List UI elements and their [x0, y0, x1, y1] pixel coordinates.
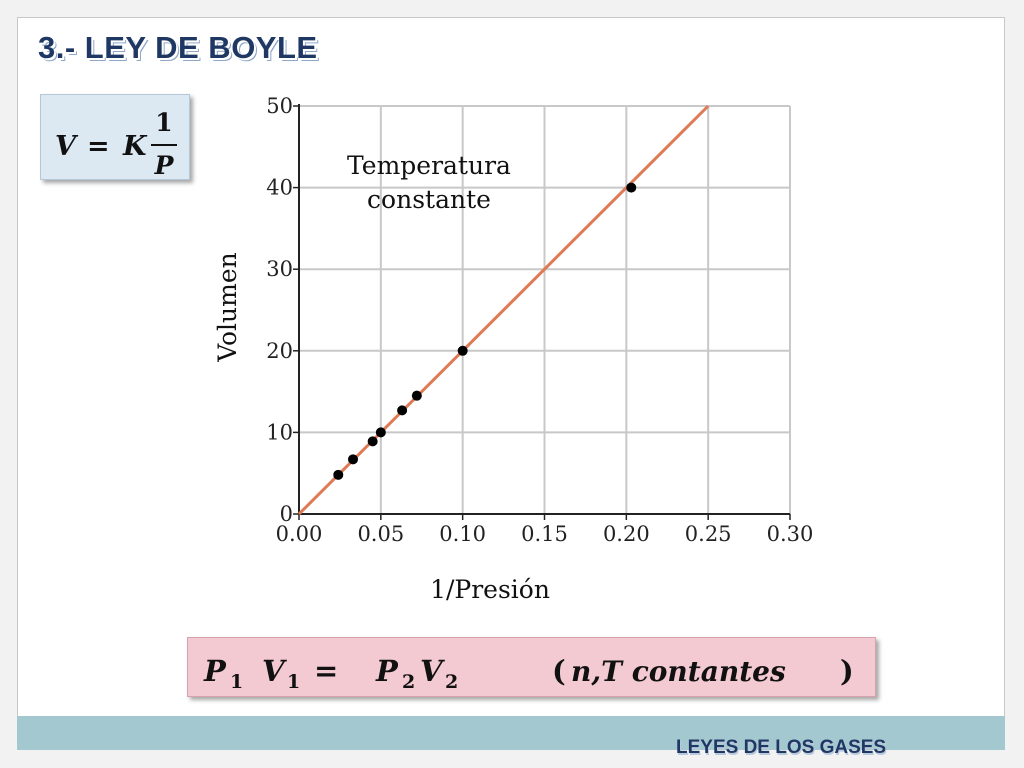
y-tick-labels: 0 10 20 30 40 50	[266, 94, 293, 526]
y-tick-label: 0	[280, 502, 293, 526]
formula-v-constant: K	[122, 131, 148, 162]
y-tick-label: 30	[266, 257, 293, 281]
y-tick-label: 20	[266, 339, 293, 363]
x-tick-label: 0.00	[276, 522, 323, 546]
formula-condition: n,T contantes	[571, 655, 786, 688]
formula-boyle-law: P 1 V 1 = P 2 V 2 ( n,T contantes )	[187, 637, 876, 697]
y-axis-label: Volumen	[213, 252, 242, 363]
annotation-line-2: constante	[367, 185, 491, 214]
formula-p1: P	[203, 654, 227, 688]
x-tick-label: 0.05	[357, 522, 404, 546]
data-point	[457, 345, 468, 356]
data-point	[375, 427, 386, 438]
formula-condition-open: (	[552, 654, 566, 688]
formula-boyle-equals: =	[314, 654, 338, 688]
data-point	[411, 390, 422, 401]
fit-line	[297, 104, 710, 516]
annotation-line-1: Temperatura	[347, 151, 511, 180]
formula-condition-close: )	[840, 654, 854, 688]
data-point	[397, 405, 408, 416]
data-point	[367, 436, 378, 447]
formula-v-denominator: P	[154, 151, 175, 180]
formula-inverse-relation: V = K 1 P	[40, 94, 190, 180]
formula-p2-subscript: 2	[402, 671, 415, 693]
formula-v-numerator: 1	[155, 108, 172, 137]
x-tick-label: 0.20	[603, 522, 650, 546]
y-tick-label: 50	[266, 94, 293, 118]
x-axis-label: 1/Presión	[430, 575, 550, 604]
formula-v-lhs: V	[55, 131, 79, 162]
footer-label: LEYES DE LOS GASES	[676, 737, 887, 758]
formula-p2: P	[375, 654, 399, 688]
formula-v1: V	[262, 654, 287, 688]
formula-v-equals: =	[87, 131, 110, 162]
chart-series	[297, 104, 710, 516]
formula-p1-subscript: 1	[230, 671, 243, 693]
chart-grid	[299, 105, 791, 514]
x-tick-label: 0.25	[685, 522, 732, 546]
formula-v2-subscript: 2	[445, 671, 458, 693]
footer-band	[17, 716, 1005, 750]
x-tick-labels: 0.00 0.05 0.10 0.15 0.20 0.25 0.30	[276, 522, 814, 546]
formula-v2: V	[420, 654, 445, 688]
x-tick-label: 0.30	[767, 522, 814, 546]
data-point	[348, 454, 359, 465]
x-tick-label: 0.15	[521, 522, 568, 546]
chart-axes	[293, 104, 791, 520]
y-tick-label: 10	[266, 420, 293, 444]
data-point	[333, 469, 344, 480]
y-tick-label: 40	[266, 176, 293, 200]
formula-v1-subscript: 1	[287, 671, 300, 693]
slide-title: 3.- LEY DE BOYLE	[38, 30, 318, 65]
x-tick-label: 0.10	[439, 522, 486, 546]
annotation-constant-temperature: Temperatura constante	[347, 151, 511, 214]
data-point	[626, 182, 637, 193]
